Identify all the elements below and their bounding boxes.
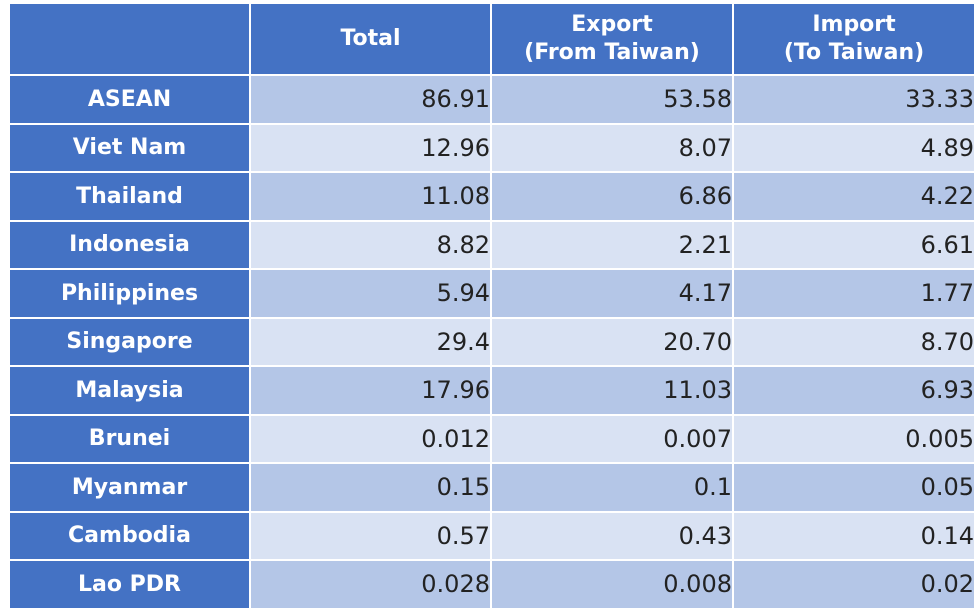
table-cell-export-from-taiwan: 0.43 [492,512,732,559]
header-row: Total Export (From Taiwan) Import (To Taiwan… [10,4,974,74]
table-cell-export-from-taiwan: 8.07 [492,124,732,171]
table-cell-export-from-taiwan: 2.21 [492,221,732,268]
table-header: Total Export (From Taiwan) Import (To Taiwan… [10,4,974,74]
table-cell-import-to-taiwan: 0.14 [734,512,974,559]
table-cell-import-to-taiwan: 8.70 [734,318,974,365]
column-header-line: Export [571,12,653,37]
table-cell-total: 12.96 [251,124,490,171]
table-cell-export-from-taiwan: 6.86 [492,173,732,220]
row-label-brunei: Brunei [10,415,249,462]
column-header-line: (To Taiwan) [783,40,925,65]
table-cell-export-from-taiwan: 11.03 [492,367,732,414]
table-cell-export-from-taiwan: 0.008 [492,561,732,608]
row-label-cambodia: Cambodia [10,512,249,559]
table-row: Singapore 29.4 20.70 8.70 [10,318,974,365]
column-header-line: Total [340,26,401,51]
table-cell-export-from-taiwan: 53.58 [492,76,732,123]
table-cell-import-to-taiwan: 4.89 [734,124,974,171]
row-label-thailand: Thailand [10,173,249,220]
row-label-lao-pdr: Lao PDR [10,561,249,608]
table-row: Thailand 11.08 6.86 4.22 [10,173,974,220]
table-body: ASEAN 86.91 53.58 33.33 Viet Nam 12.96 8.07 4.8… [10,76,974,608]
column-header-total: Total [251,4,490,74]
table-row: Myanmar 0.15 0.1 0.05 [10,464,974,511]
table-cell-export-from-taiwan: 4.17 [492,270,732,317]
row-label-viet-nam: Viet Nam [10,124,249,171]
table-cell-total: 5.94 [251,270,490,317]
table-cell-export-from-taiwan: 0.1 [492,464,732,511]
table-row: Cambodia 0.57 0.43 0.14 [10,512,974,559]
table-row: Malaysia 17.96 11.03 6.93 [10,367,974,414]
table-cell-total: 0.57 [251,512,490,559]
table-cell-import-to-taiwan: 0.005 [734,415,974,462]
table-cell-total: 0.028 [251,561,490,608]
table-row: Lao PDR 0.028 0.008 0.02 [10,561,974,608]
table-cell-total: 0.15 [251,464,490,511]
table-row: ASEAN 86.91 53.58 33.33 [10,76,974,123]
table-cell-import-to-taiwan: 0.05 [734,464,974,511]
table-row: Viet Nam 12.96 8.07 4.89 [10,124,974,171]
row-label-singapore: Singapore [10,318,249,365]
row-label-philippines: Philippines [10,270,249,317]
trade-table: Total Export (From Taiwan) Import (To Taiwan… [8,2,976,610]
row-label-myanmar: Myanmar [10,464,249,511]
column-header-blank [10,4,249,74]
row-label-malaysia: Malaysia [10,367,249,414]
column-header-import-to-taiwan: Import (To Taiwan) [734,4,974,74]
column-header-line: (From Taiwan) [524,40,700,65]
table-cell-total: 17.96 [251,367,490,414]
table-cell-import-to-taiwan: 6.61 [734,221,974,268]
table-row: Indonesia 8.82 2.21 6.61 [10,221,974,268]
table-row: Brunei 0.012 0.007 0.005 [10,415,974,462]
row-label-indonesia: Indonesia [10,221,249,268]
table-cell-export-from-taiwan: 20.70 [492,318,732,365]
table-cell-total: 8.82 [251,221,490,268]
table-cell-import-to-taiwan: 1.77 [734,270,974,317]
table-cell-export-from-taiwan: 0.007 [492,415,732,462]
column-header-export-from-taiwan: Export (From Taiwan) [492,4,732,74]
table-cell-import-to-taiwan: 0.02 [734,561,974,608]
table-cell-total: 11.08 [251,173,490,220]
table-cell-total: 86.91 [251,76,490,123]
table-row: Philippines 5.94 4.17 1.77 [10,270,974,317]
column-header-line: Import [812,12,896,37]
row-label-asean: ASEAN [10,76,249,123]
table-cell-total: 0.012 [251,415,490,462]
table-cell-total: 29.4 [251,318,490,365]
table-cell-import-to-taiwan: 4.22 [734,173,974,220]
table-cell-import-to-taiwan: 33.33 [734,76,974,123]
table-cell-import-to-taiwan: 6.93 [734,367,974,414]
